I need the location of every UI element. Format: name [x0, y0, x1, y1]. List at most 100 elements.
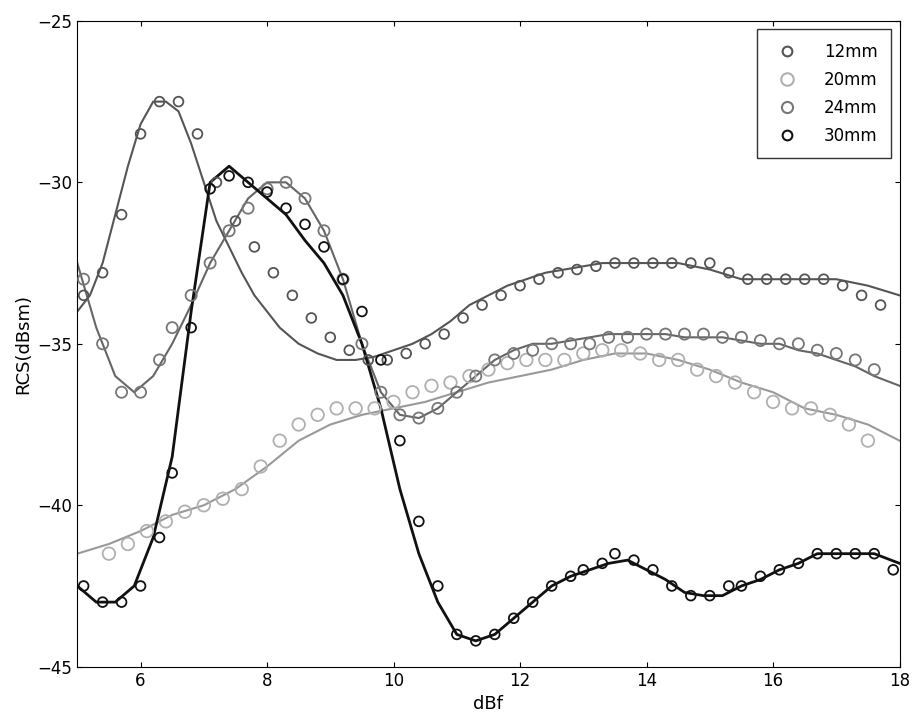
Point	[626, 554, 641, 566]
Point	[209, 177, 224, 188]
Point	[778, 273, 793, 285]
Point	[651, 354, 666, 366]
Point	[386, 396, 401, 408]
Point	[684, 590, 699, 601]
Point	[664, 257, 679, 269]
Point	[77, 289, 91, 301]
Point	[202, 257, 217, 269]
Point	[449, 387, 464, 398]
Point	[804, 403, 819, 414]
Point	[564, 338, 578, 350]
Point	[506, 612, 521, 624]
Point	[614, 345, 628, 356]
Point	[500, 358, 515, 369]
Point	[810, 345, 825, 356]
Point	[702, 257, 717, 269]
Point	[133, 580, 148, 592]
Point	[760, 273, 774, 285]
Point	[317, 225, 332, 236]
Point	[247, 241, 261, 253]
Point	[215, 493, 230, 505]
Point	[115, 596, 129, 608]
Point	[456, 312, 470, 324]
Point	[829, 348, 844, 359]
Point	[190, 128, 205, 140]
Point	[102, 548, 116, 560]
Point	[854, 289, 869, 301]
Point	[291, 419, 306, 430]
Point	[639, 329, 654, 340]
Point	[373, 387, 388, 398]
Point	[418, 338, 432, 350]
Point	[317, 241, 332, 253]
Point	[468, 635, 483, 647]
Point	[95, 267, 110, 278]
Point	[531, 273, 546, 285]
Point	[797, 273, 812, 285]
Point	[222, 225, 237, 236]
Point	[335, 273, 350, 285]
Point	[202, 183, 217, 195]
Point	[355, 338, 370, 350]
Point	[595, 558, 610, 569]
Point	[197, 499, 212, 511]
Point	[240, 202, 255, 214]
Point	[519, 354, 534, 366]
Y-axis label: RCS(dBsm): RCS(dBsm)	[14, 294, 32, 394]
Point	[589, 260, 603, 272]
Point	[279, 177, 294, 188]
Point	[551, 267, 565, 278]
Point	[557, 354, 572, 366]
Point	[468, 370, 483, 382]
Point	[835, 280, 850, 292]
Point	[715, 332, 730, 343]
Point	[671, 354, 686, 366]
Point	[335, 273, 350, 285]
Point	[886, 564, 901, 576]
Point	[273, 435, 287, 446]
Point	[411, 412, 426, 424]
Point	[544, 580, 559, 592]
Point	[152, 531, 167, 543]
Point	[810, 548, 825, 560]
Point	[728, 377, 743, 388]
Point	[77, 273, 91, 285]
Point	[171, 96, 186, 108]
Point	[304, 312, 319, 324]
Point	[431, 580, 445, 592]
Point	[348, 403, 363, 414]
Point	[860, 435, 875, 446]
Point	[367, 403, 382, 414]
Point	[177, 506, 192, 518]
Point	[506, 348, 521, 359]
Point	[784, 403, 799, 414]
Point	[342, 345, 357, 356]
Point	[842, 419, 857, 430]
Point	[753, 571, 768, 582]
Point	[373, 354, 388, 366]
Point	[544, 338, 559, 350]
Point	[791, 338, 806, 350]
Point	[115, 209, 129, 220]
Point	[298, 219, 312, 230]
Point	[393, 435, 407, 446]
Point	[133, 387, 148, 398]
Point	[576, 348, 590, 359]
X-axis label: dBf: dBf	[473, 695, 504, 713]
Point	[152, 96, 167, 108]
Point	[677, 329, 692, 340]
Point	[822, 409, 837, 421]
Point	[873, 300, 888, 311]
Point	[322, 332, 337, 343]
Point	[740, 273, 755, 285]
Legend: 12mm, 20mm, 24mm, 30mm: 12mm, 20mm, 24mm, 30mm	[758, 29, 892, 158]
Point	[115, 387, 129, 398]
Point	[405, 387, 419, 398]
Point	[95, 338, 110, 350]
Point	[329, 403, 344, 414]
Point	[620, 332, 635, 343]
Point	[791, 558, 806, 569]
Point	[722, 580, 736, 592]
Point	[361, 354, 376, 366]
Point	[279, 202, 294, 214]
